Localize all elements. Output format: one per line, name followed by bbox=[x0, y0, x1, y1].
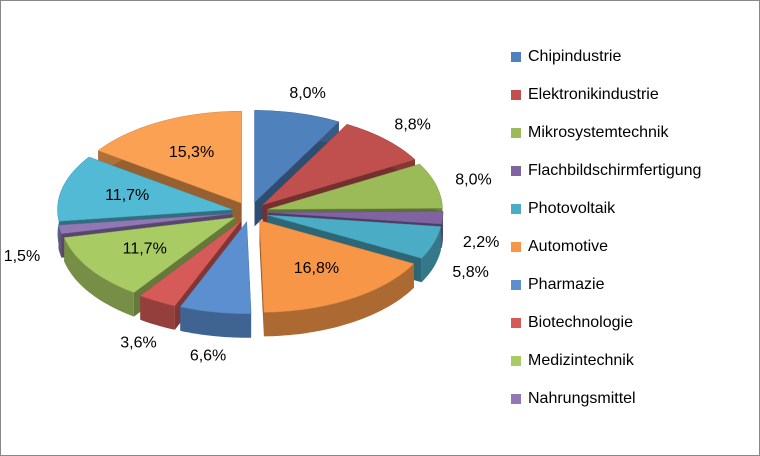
slice bbox=[259, 220, 415, 313]
legend-swatch bbox=[511, 318, 521, 328]
slice-wall bbox=[64, 237, 134, 317]
slice bbox=[267, 214, 442, 259]
slice bbox=[139, 220, 242, 307]
data-label: 16,8% bbox=[294, 260, 339, 277]
legend-label: Nahrungsmittel bbox=[528, 390, 636, 407]
legend-label: Flachbildschirmfertigung bbox=[528, 162, 701, 179]
data-label: 8,0% bbox=[289, 85, 325, 102]
legend-label: Photovoltaik bbox=[528, 200, 616, 217]
slice-wall bbox=[180, 306, 252, 338]
data-label: 5,8% bbox=[452, 264, 488, 281]
legend-swatch bbox=[511, 356, 521, 366]
legend-swatch bbox=[511, 204, 521, 214]
data-label: 8,8% bbox=[394, 116, 430, 133]
data-label: 1,5% bbox=[4, 248, 40, 265]
data-label: 15,3% bbox=[169, 144, 214, 161]
legend-swatch bbox=[511, 90, 521, 100]
slice bbox=[179, 221, 252, 314]
slice bbox=[267, 211, 444, 225]
data-label: 8,0% bbox=[455, 171, 491, 188]
slice-wall bbox=[58, 225, 62, 258]
slice bbox=[63, 217, 236, 293]
legend-label: Pharmazie bbox=[528, 276, 605, 293]
data-label: 6,6% bbox=[190, 347, 226, 364]
data-label: 11,7% bbox=[105, 187, 149, 204]
legend-label: Chipindustrie bbox=[528, 48, 621, 65]
legend-label: Biotechnologie bbox=[528, 314, 633, 331]
slice bbox=[254, 110, 340, 203]
slice bbox=[58, 213, 233, 235]
slice-wall bbox=[441, 211, 443, 249]
slice-wall bbox=[263, 263, 414, 337]
slice-wall bbox=[421, 226, 441, 283]
legend-label: Elektronikindustrie bbox=[528, 86, 659, 103]
legend-swatch bbox=[511, 52, 521, 62]
slice-wall bbox=[140, 295, 175, 330]
legend-label: Automotive bbox=[528, 238, 608, 255]
slice-side bbox=[259, 220, 264, 337]
slice bbox=[57, 156, 233, 222]
legend-label: Medizintechnik bbox=[528, 352, 635, 369]
legend-swatch bbox=[511, 166, 521, 176]
slice bbox=[97, 110, 242, 204]
legend-swatch bbox=[511, 128, 521, 138]
legend-label: Mikrosystemtechnik bbox=[528, 124, 669, 141]
slice bbox=[267, 163, 443, 210]
data-label: 2,2% bbox=[463, 234, 499, 251]
legend-swatch bbox=[511, 394, 521, 404]
data-label: 3,6% bbox=[120, 334, 156, 351]
slice bbox=[262, 124, 416, 206]
legend-swatch bbox=[511, 242, 521, 252]
data-label: 11,7% bbox=[123, 240, 167, 257]
legend-swatch bbox=[511, 280, 521, 290]
